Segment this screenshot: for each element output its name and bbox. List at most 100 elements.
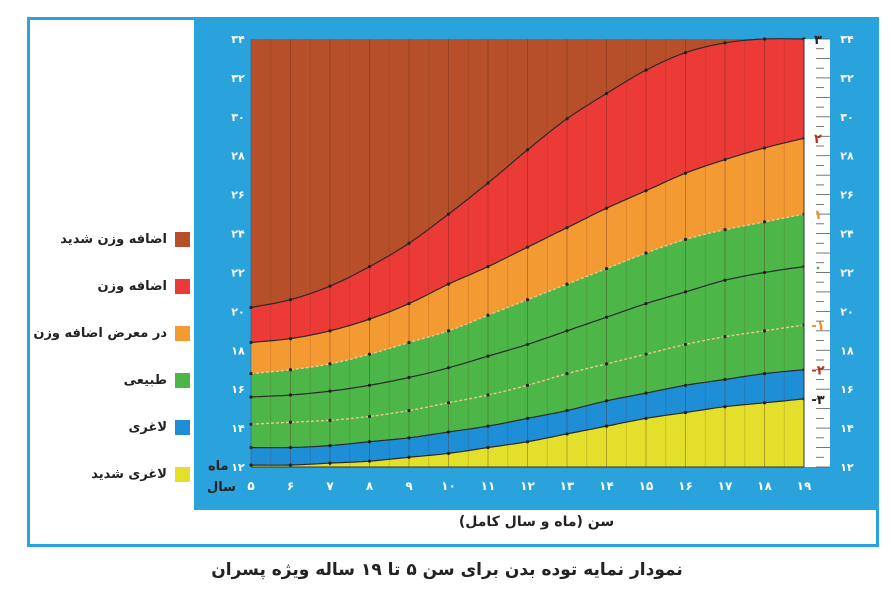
curve-point [644,251,648,255]
curve-point [565,432,569,436]
curve-point [644,352,648,356]
curve-point [565,226,569,230]
band-0 [251,398,804,467]
curve-point [644,301,648,306]
curve-point [565,329,569,333]
y-tick-label-right: ۱۸ [840,344,854,357]
x-tick-label: ۸ [366,479,374,493]
legend-item: در معرض اضافه وزن [33,326,190,341]
curve-point [407,436,411,440]
curve-point [644,189,648,193]
curve-point [486,445,490,450]
curve-point [288,337,293,341]
y-tick-label-left: ۲۰ [231,305,244,318]
curve-point [565,408,569,413]
legend-label: طبیعی [123,373,167,388]
y-tick-label-left: ۱۶ [231,383,244,396]
curve-point [249,372,253,376]
y-tick-label-right: ۲۶ [840,189,853,202]
x-tick-label: ۱۵ [639,479,654,493]
month-corner-label: ماه [208,459,229,474]
y-tick-label-left: ۲۲ [231,266,245,279]
curve-point [683,342,688,347]
curve-point [486,265,490,269]
curve-point [446,212,451,216]
y-tick-label-left: ۳۲ [231,72,245,85]
curve-point [288,368,293,372]
legend-swatch [175,279,190,294]
curve-point [723,278,727,282]
figure-caption: نمودار نمایه توده بدن برای سن ۵ تا ۱۹ سا… [211,560,683,580]
curve-point [328,329,332,333]
curve-point [288,393,293,397]
curve-point [367,459,372,463]
curve-point [367,414,372,419]
curve-point [486,313,490,317]
curve-point [288,463,293,467]
curve-point [565,282,569,286]
curve-point [525,342,530,347]
x-tick-label: ۱۸ [757,479,772,493]
curve-point [723,377,727,382]
zscore-label: ۳ [814,33,822,48]
curve-point [525,440,530,444]
curve-point [328,389,332,393]
y-tick-label-right: ۲۲ [840,266,854,279]
y-tick-label-right: ۳۲ [840,72,854,85]
curve-point [762,220,767,224]
zscore-label: ۰ [814,261,822,276]
curve-point [525,298,530,302]
curve-point [407,455,411,459]
curve-point [644,68,648,72]
legend-swatch [175,467,190,482]
curve-point [446,366,451,370]
curve-point [762,37,767,41]
x-tick-label: ۱۲ [520,479,535,493]
curve-point [762,372,767,376]
curve-point [328,418,332,422]
curve-point [486,424,490,428]
curve-point [723,405,727,409]
y-tick-label-left: ۲۶ [231,189,244,202]
curve-point [723,41,727,45]
curve-point [723,158,727,162]
curve-point [762,270,767,275]
y-tick-label-right: ۲۰ [840,305,853,318]
zscore-curve--1 [250,324,805,425]
legend-label: اضافه وزن شدید [60,232,167,247]
legend-label: اضافه وزن [97,279,167,294]
x-tick-label: ۹ [405,479,413,493]
curve-point [604,266,609,271]
curve-point [407,375,411,380]
curve-point [723,335,727,339]
x-tick-label: ۱۰ [441,479,456,493]
zscore-label: ۲ [814,132,822,147]
legend-item: اضافه وزن [98,279,190,294]
curve-point [525,148,530,152]
curve-point [644,416,648,420]
curve-point [328,362,332,366]
zscore-label: -۱ [811,319,824,334]
curve-point [249,445,253,450]
curve-point [249,422,253,426]
y-tick-label-left: ۱۸ [231,344,245,357]
y-tick-label-left: ۳۰ [231,111,244,124]
y-tick-label-right: ۱۶ [840,383,853,396]
curve-point [288,420,293,424]
curve-point [446,329,451,333]
y-tick-label-left: ۱۲ [231,461,245,474]
legend-label: در معرض اضافه وزن [33,326,167,341]
band-1 [251,369,804,466]
curve-point [525,245,530,249]
curve-point [683,410,688,415]
curve-point [525,383,530,387]
curve-point [367,352,372,356]
y-tick-label-left: ۳۴ [231,33,245,46]
x-axis-label: سن (ماه و سال کامل) [458,514,615,530]
curve-point [407,241,411,245]
curve-point [604,91,609,96]
y-tick-label-left: ۲۸ [231,150,245,163]
curve-point [446,282,451,286]
curve-point [367,440,372,444]
